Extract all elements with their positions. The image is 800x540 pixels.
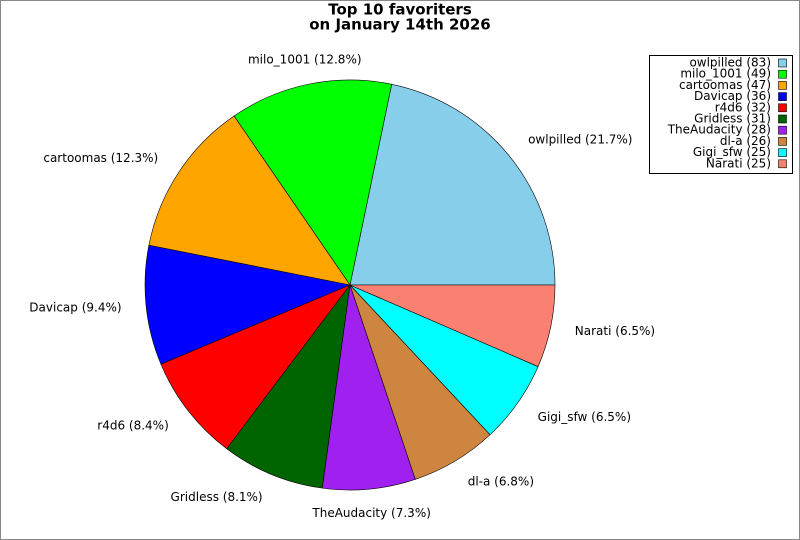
chart-subtitle: on January 14th 2026 (309, 16, 490, 34)
legend-swatch (778, 125, 787, 135)
legend-swatch (778, 114, 787, 124)
pie-slice (160, 284, 351, 450)
legend-label: cartoomas (47) (679, 78, 771, 92)
pie-slice (233, 79, 393, 286)
legend-swatch (778, 81, 787, 90)
legend-label: owlpilled (83) (689, 56, 771, 70)
chart-title: Top 10 favoriters (328, 1, 472, 19)
pie-slice (349, 284, 556, 367)
legend-swatch (778, 159, 787, 169)
slice-label: cartoomas (12.3%) (43, 151, 158, 165)
legend-label: milo_1001 (49) (680, 67, 771, 81)
slice-label: Davicap (9.4%) (29, 301, 121, 315)
legend-label: r4d6 (32) (715, 100, 771, 114)
pie-slice (349, 83, 556, 286)
legend-label: Gridless (31) (694, 112, 771, 126)
legend-label: TheAudacity (28) (667, 123, 771, 137)
legend-label: Gigi_sfw (25) (693, 145, 771, 159)
pie-slice (148, 115, 351, 286)
legend-label: Narati (25) (706, 156, 771, 170)
slice-label: owlpilled (21.7%) (528, 133, 632, 147)
legend-swatch (778, 58, 787, 68)
slice-label: Gridless (8.1%) (171, 490, 263, 504)
legend-box (649, 55, 793, 174)
legend-swatch (778, 148, 787, 157)
pie-slice (144, 244, 352, 365)
legend-label: Davicap (36) (694, 89, 771, 103)
slice-label: Gigi_sfw (6.5%) (538, 410, 631, 424)
slice-label: TheAudacity (7.3%) (311, 506, 431, 520)
slice-label: Narati (6.5%) (575, 324, 655, 338)
slice-label: milo_1001 (12.8%) (248, 52, 362, 66)
legend-swatch (778, 137, 787, 146)
slice-label: dl-a (6.8%) (468, 475, 534, 489)
legend-swatch (778, 69, 787, 79)
legend-swatch (778, 92, 787, 101)
pie-slice (226, 283, 351, 489)
legend-label: dl-a (26) (720, 134, 771, 148)
legend-swatch (778, 103, 787, 113)
slice-label: r4d6 (8.4%) (97, 418, 168, 432)
